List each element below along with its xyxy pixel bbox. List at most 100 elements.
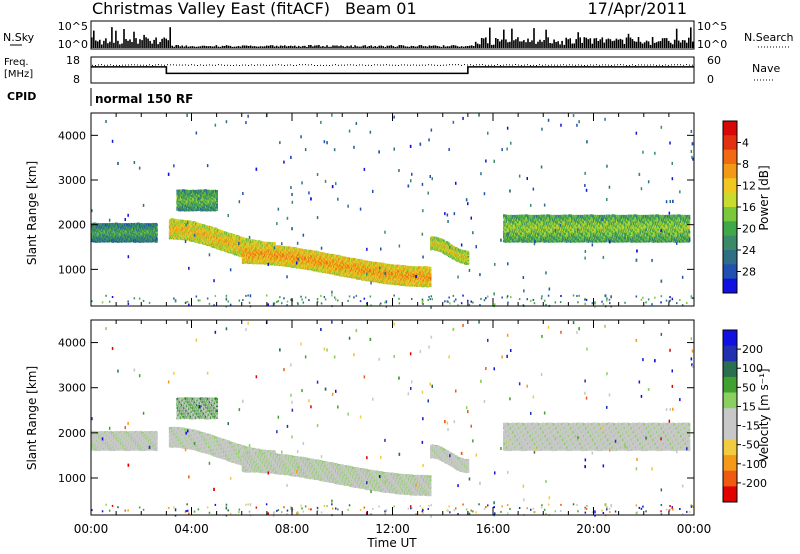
- nave-dot: [212, 64, 213, 66]
- noise-search-label: N.Search: [744, 31, 794, 44]
- nave-dot: [407, 64, 408, 66]
- freq-lines: [91, 64, 694, 75]
- noise-bar: [175, 45, 177, 48]
- noise-bar: [328, 46, 330, 48]
- noise-bar: [541, 41, 543, 48]
- noise-bar: [261, 46, 264, 48]
- noise-bar: [344, 46, 346, 48]
- noise-bar: [109, 41, 111, 48]
- noise-bar: [669, 42, 672, 48]
- nave-dot: [371, 65, 372, 66]
- noise-bar: [637, 37, 640, 48]
- noise-bar: [561, 40, 563, 48]
- noise-bar: [117, 40, 119, 48]
- nave-dot: [488, 64, 489, 66]
- noise-bar: [241, 45, 244, 48]
- noise-bar: [143, 34, 145, 48]
- noise-bar: [458, 46, 461, 48]
- noise-bar: [468, 45, 471, 48]
- freq-label-line1: Freq.: [4, 57, 29, 68]
- noise-bar: [169, 27, 171, 48]
- nave-dot: [581, 64, 582, 66]
- nave-dot: [467, 64, 468, 66]
- nave-dot: [338, 64, 339, 66]
- noise-bar: [503, 29, 505, 48]
- nave-dot: [233, 65, 234, 66]
- nave-dot: [113, 65, 114, 66]
- nave-dot: [380, 64, 381, 66]
- nave-dot: [362, 64, 363, 66]
- noise-bar: [155, 37, 157, 48]
- noise-bar: [659, 41, 662, 48]
- noise-bar: [569, 38, 571, 48]
- noise-bar: [509, 41, 511, 48]
- noise-bar: [470, 45, 473, 48]
- nave-dot: [128, 64, 129, 66]
- noise-bar: [559, 44, 561, 48]
- noise-bar: [627, 33, 630, 48]
- noise-bar: [589, 38, 592, 48]
- noise-bar: [416, 46, 419, 48]
- noise-bar: [225, 45, 228, 48]
- noise-bar: [474, 41, 477, 48]
- power-cell: [188, 220, 191, 224]
- power-cell: [194, 240, 197, 243]
- noise-bar: [436, 46, 439, 48]
- noise-bar: [611, 41, 614, 48]
- noise-bar: [159, 42, 161, 48]
- nave-dot: [245, 64, 246, 66]
- noise-bar: [671, 44, 674, 48]
- noise-bar: [314, 45, 316, 48]
- nave-dot: [668, 64, 669, 66]
- noise-bar: [408, 46, 411, 48]
- noise-bar: [565, 37, 567, 48]
- nave-dot: [119, 65, 120, 66]
- power-cell: [183, 225, 186, 229]
- nave-dot: [545, 64, 546, 66]
- noise-bar: [167, 40, 169, 48]
- noise-bar: [525, 42, 527, 48]
- noise-bar: [255, 46, 258, 48]
- noise-bar: [690, 27, 692, 48]
- noise-bar: [294, 45, 296, 48]
- noise-bar: [286, 46, 288, 48]
- noise-bar: [113, 42, 115, 48]
- noise-bar: [364, 45, 366, 48]
- nave-dot: [275, 64, 276, 66]
- noise-bar: [414, 46, 417, 48]
- noise-panel-frame: [90, 20, 695, 50]
- noise-bar: [101, 44, 103, 48]
- noise-bar: [563, 44, 565, 48]
- noise-bar: [681, 40, 684, 48]
- noise-bar: [667, 40, 670, 48]
- nave-dot: [140, 64, 141, 66]
- noise-bar: [597, 41, 600, 48]
- nave-dot: [440, 64, 441, 66]
- power-cell: [180, 236, 183, 239]
- noise-left-tick-high: 10^5: [58, 20, 88, 33]
- noise-bar: [675, 28, 678, 48]
- noise-bar: [316, 45, 318, 48]
- power-cell: [116, 240, 119, 243]
- noise-bar: [543, 40, 545, 48]
- nave-dot: [116, 64, 117, 66]
- noise-bar: [322, 46, 324, 48]
- noise-bar: [183, 46, 186, 48]
- noise-bar: [677, 40, 680, 48]
- nave-dot: [635, 65, 636, 66]
- noise-bar: [292, 46, 294, 48]
- nave-dot: [680, 64, 681, 66]
- nave-dot: [623, 64, 624, 66]
- nave-dot: [344, 64, 345, 66]
- nave-dot: [560, 64, 561, 66]
- nave-dot: [167, 64, 168, 66]
- nave-dot: [497, 64, 498, 66]
- noise-bar: [300, 46, 302, 48]
- noise-bar: [354, 45, 356, 48]
- noise-bar: [688, 37, 690, 48]
- nave-dot: [677, 64, 678, 66]
- nave-dot: [266, 64, 267, 66]
- nave-dot: [476, 64, 477, 66]
- noise-bar: [273, 46, 276, 48]
- noise-bar: [179, 46, 181, 48]
